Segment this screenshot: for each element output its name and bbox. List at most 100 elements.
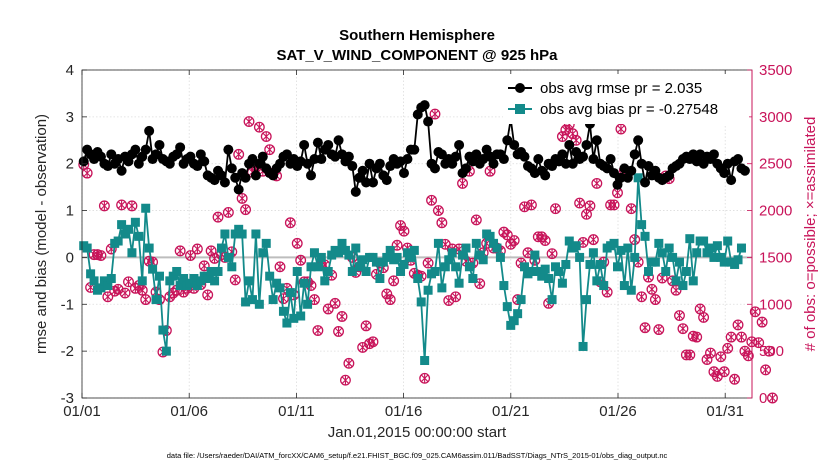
bias-point [340,245,350,255]
obs-assimilated-x [296,255,305,265]
bias-point [272,278,282,288]
obs-possible-circle [202,289,214,301]
bias-point [161,346,171,356]
bias-point [530,250,540,260]
bias-point [213,266,223,276]
obs-assimilated-x [234,149,243,159]
obs-count-marker [574,197,586,209]
bias-point [650,257,660,267]
y2-tick-label: 2500 [759,156,792,173]
rmse-point [708,149,719,160]
x-tick-label: 01/31 [706,403,744,420]
obs-assimilated-x [386,295,395,305]
bias-point [244,276,254,286]
obs-assimilated-x [472,215,481,225]
obs-assimilated-x [692,332,701,342]
bias-point [709,252,719,262]
obs-assimilated-x [765,346,773,356]
obs-possible-circle [584,200,596,212]
obs-assimilated-x [100,201,109,211]
x-axis-label: Jan.01,2015 00:00:00 start [328,424,507,441]
bias-point [220,229,230,239]
obs-assimilated-x [503,230,512,240]
bias-point [351,243,361,253]
rmse-point [429,163,440,174]
obs-possible-circle [636,291,648,303]
obs-count-marker [591,177,603,189]
y2-axis-label: # of obs: o=possible; ×=assimilated [802,117,819,352]
bias-point [234,224,244,234]
obs-count-marker [677,323,689,335]
rmse-point [116,165,127,176]
obs-possible-circle [212,211,224,223]
bias-point [502,302,512,312]
bias-point [172,266,182,276]
obs-count-marker [233,148,245,160]
rmse-point [381,175,392,186]
obs-assimilated-x [610,200,618,210]
obs-count-marker [608,199,620,211]
bias-point [643,266,653,276]
obs-count-marker [253,121,265,133]
obs-count-marker [646,283,658,295]
obs-possible-circle [367,336,379,348]
obs-assimilated-x [541,236,550,246]
obs-count-marker [343,357,355,369]
rmse-point [316,154,327,165]
bias-point [203,274,213,284]
rmse-point [240,172,251,183]
obs-count-marker [140,294,152,306]
bias-point [547,295,557,305]
obs-assimilated-x [424,258,432,268]
obs-possible-circle [222,206,234,218]
obs-count-marker [284,217,296,229]
obs-assimilated-x [575,198,584,208]
rmse-point [374,158,385,169]
obs-assimilated-x [458,178,467,188]
bias-point [334,248,344,258]
bias-point [447,248,457,258]
bias-point [168,271,178,281]
obs-possible-circle [429,108,441,120]
obs-assimilated-x [238,193,247,203]
bias-point [154,271,164,281]
obs-count-marker [749,306,761,318]
obs-assimilated-x [420,373,429,383]
obs-count-marker [636,291,648,303]
rmse-point [626,165,637,176]
obs-count-marker [653,324,665,336]
bias-point [661,266,671,276]
bias-point [223,252,233,262]
bias-point [564,236,574,246]
bias-point [575,252,585,262]
bias-point [592,276,602,286]
obs-assimilated-x [706,348,715,358]
obs-possible-circle [474,278,486,290]
obs-assimilated-x [527,200,536,210]
obs-assimilated-x [434,206,443,216]
obs-possible-circle [760,364,772,376]
obs-possible-circle [388,275,400,287]
rmse-point [309,154,320,165]
obs-possible-circle [536,231,548,243]
obs-count-marker [584,200,596,212]
obs-count-marker [508,235,520,247]
rmse-point [347,161,358,172]
obs-count-marker [525,199,537,211]
obs-count-marker [136,284,148,296]
bias-point [533,266,543,276]
rmse-point [409,144,420,155]
obs-possible-circle [715,351,727,363]
obs-possible-circle [126,200,138,212]
bias-point [657,248,667,258]
obs-possible-circle [722,342,734,354]
obs-possible-circle [567,128,579,140]
bias-point [385,245,395,255]
obs-count-marker [102,291,114,303]
obs-count-marker [198,260,210,272]
obs-count-marker [191,243,203,255]
obs-possible-circle [756,316,768,328]
bias-point [375,274,385,284]
